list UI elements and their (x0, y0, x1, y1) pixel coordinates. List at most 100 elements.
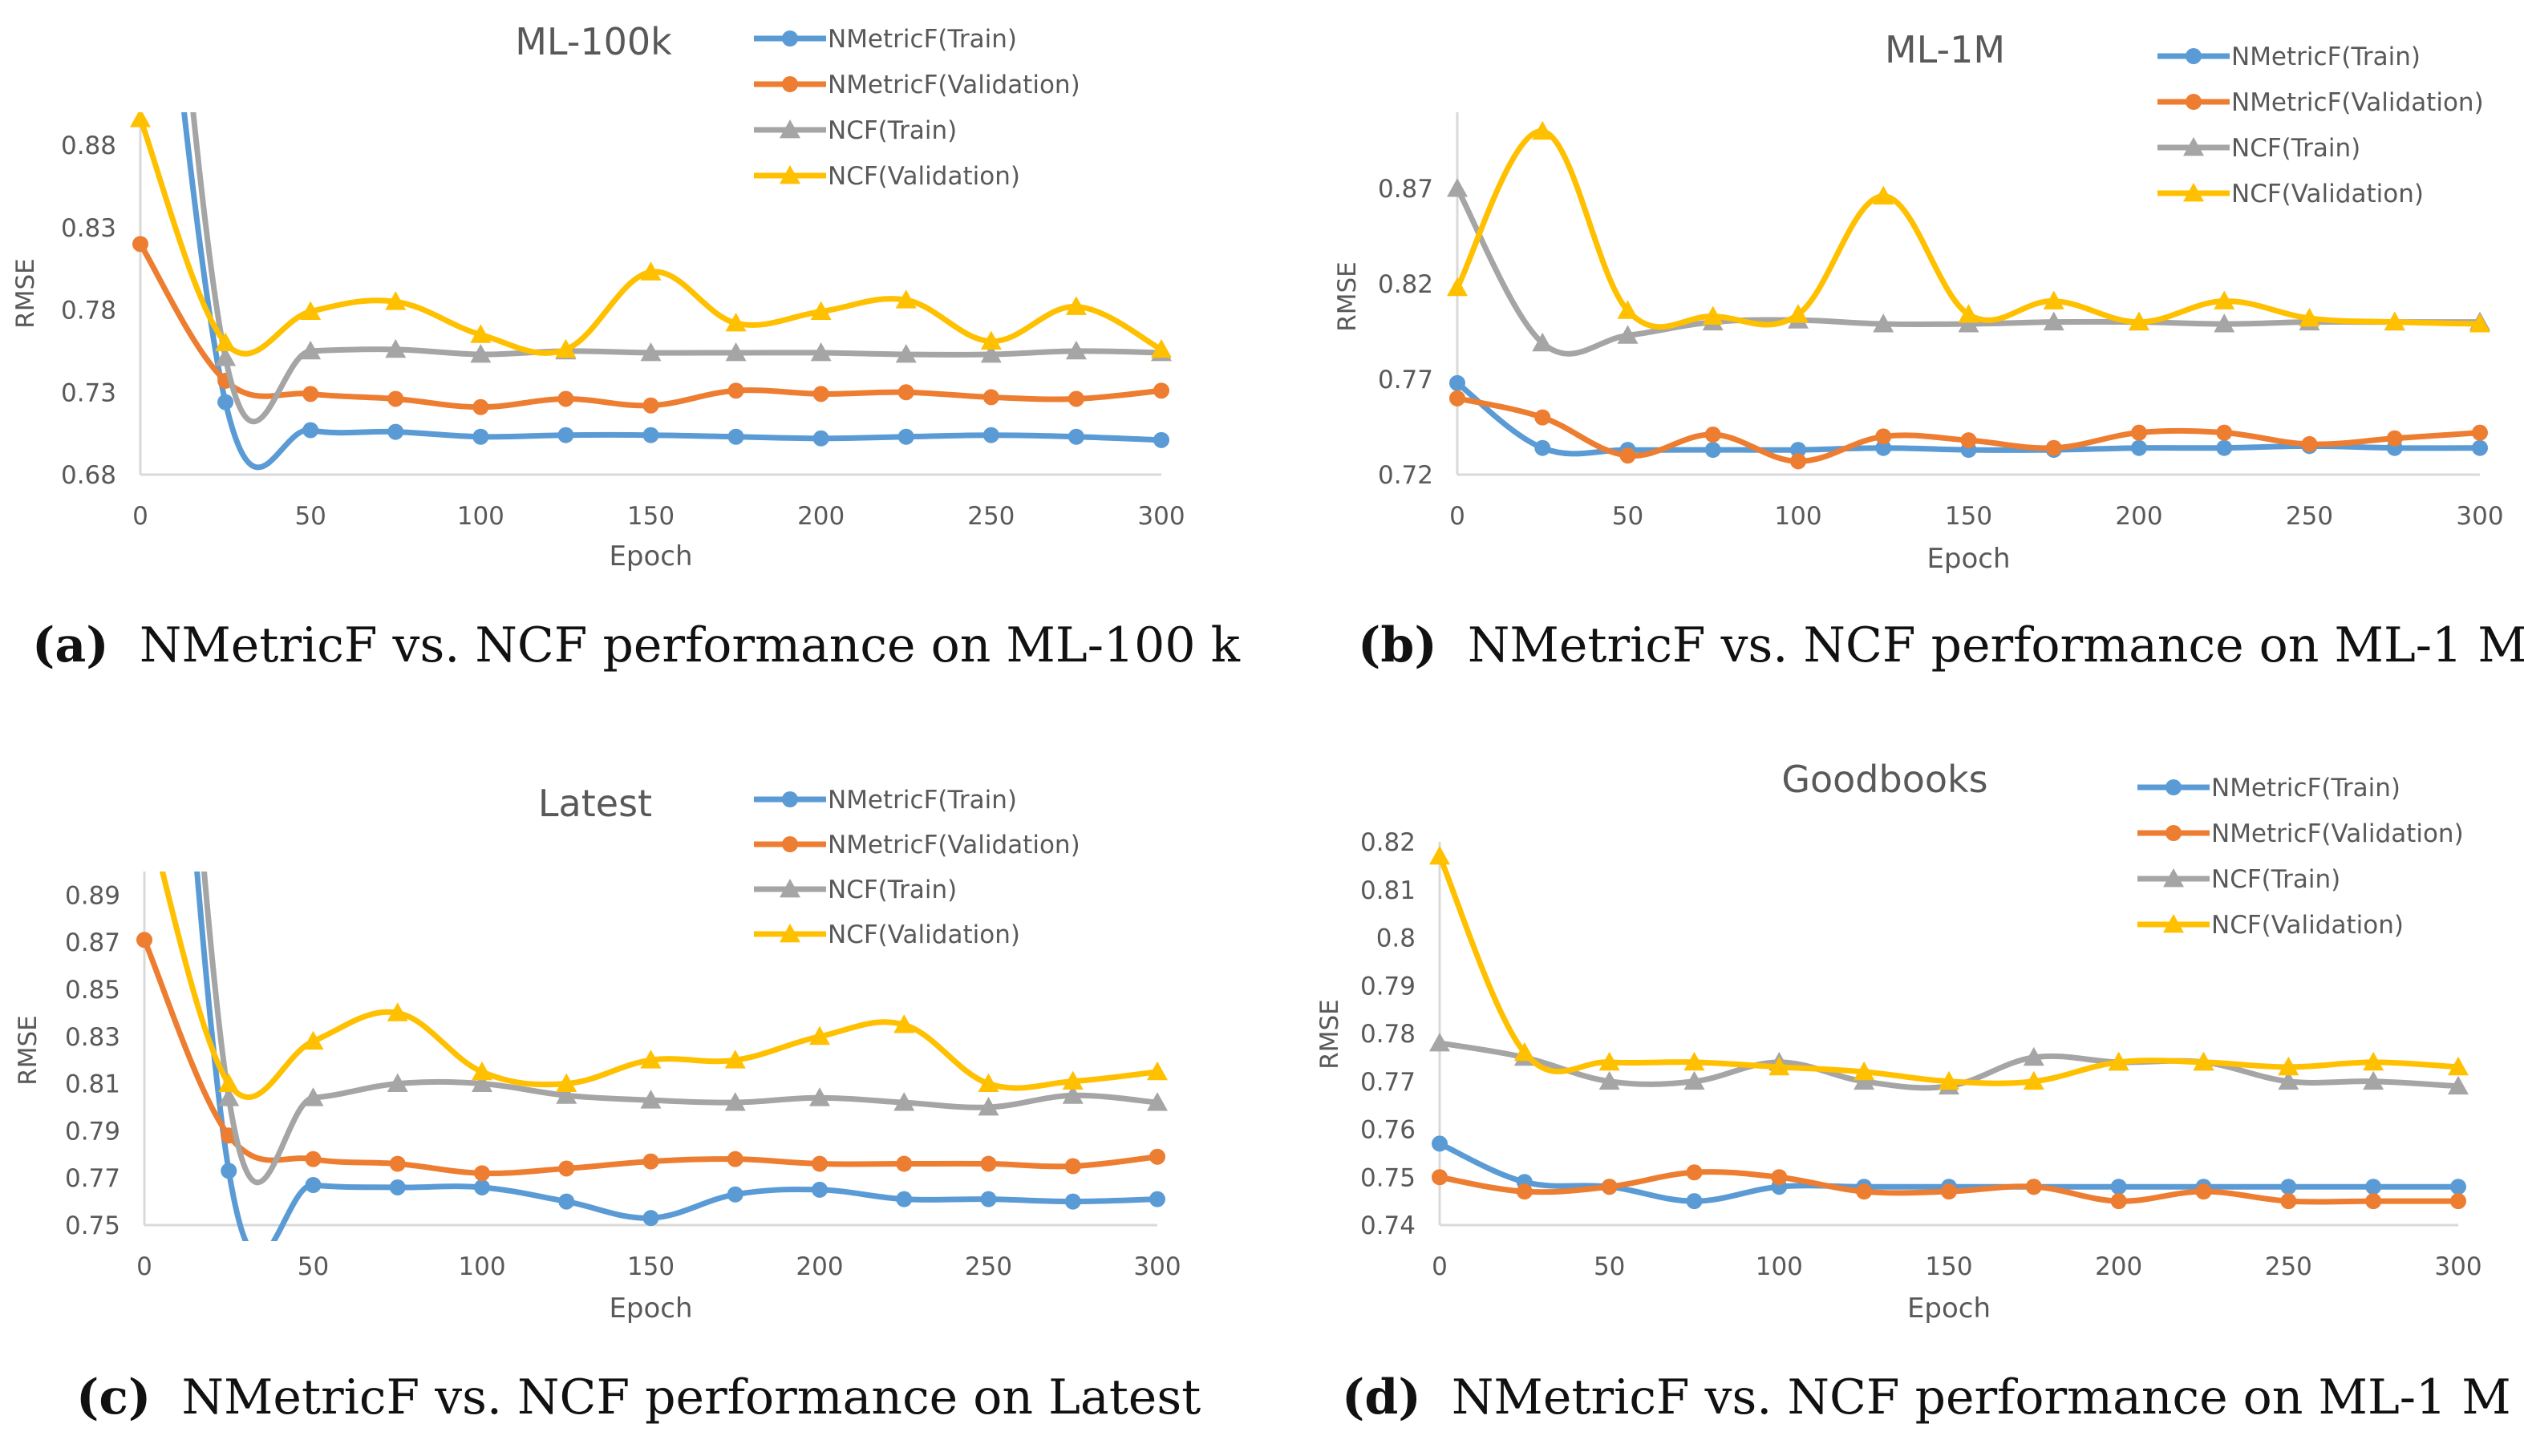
data-point (1601, 1179, 1618, 1195)
legend-label: NCF(Train) (828, 876, 957, 904)
legend-label: NMetricF(Train) (828, 786, 1017, 815)
chart-3: Latest 0.75 0.77 0.79 0.81 0.83 0.85 0.87 0.89 0 5… (14, 782, 1181, 1325)
y-tick-label: 0.85 (65, 976, 120, 1005)
data-point (1068, 390, 1084, 407)
y-axis-label: RMSE (1333, 261, 1362, 332)
legend-label: NCF(Validation) (2231, 180, 2424, 208)
x-tick-label: 0 (1432, 1252, 1448, 1281)
data-point (812, 1155, 828, 1172)
series-line (201, 872, 1161, 1186)
data-point (1062, 1070, 1084, 1090)
caption-d-label: (d) (1342, 1369, 1421, 1426)
data-point (980, 1191, 997, 1207)
caption-c: (c) NMetricF vs. NCF performance on Late… (76, 1369, 1201, 1426)
data-point (727, 428, 744, 445)
x-tick-label: 200 (796, 1252, 843, 1281)
legend: NMetricF(Train) NMetricF(Validation) NCF(T… (2157, 42, 2484, 208)
data-point (1064, 1158, 1081, 1175)
x-tick-label: 150 (627, 1252, 675, 1281)
data-point (221, 1163, 237, 1179)
data-point (1447, 277, 1468, 297)
series-layer (136, 872, 1168, 1241)
data-point (218, 1073, 240, 1092)
data-point (893, 1014, 915, 1033)
data-point (642, 1210, 659, 1227)
data-point (1873, 185, 1894, 205)
x-axis-label: Epoch (1907, 1292, 1991, 1325)
data-point (1941, 1183, 1957, 1200)
chart-title: Goodbooks (1781, 758, 1987, 801)
y-tick-label: 0.74 (1360, 1211, 1416, 1240)
data-point (2469, 313, 2490, 333)
data-point (217, 394, 234, 411)
legend-marker (2183, 183, 2204, 202)
legend-label: NMetricF(Validation) (828, 71, 1080, 99)
chart-title: Latest (538, 782, 652, 825)
data-point (2363, 1051, 2384, 1071)
data-point (810, 301, 832, 320)
data-point (727, 1186, 743, 1203)
data-point (640, 1090, 662, 1109)
chart-4: Goodbooks 0.74 0.75 0.76 0.77 0.78 0.79 0.8 0.81… (1315, 758, 2482, 1325)
data-point (305, 1151, 322, 1167)
data-point (897, 384, 914, 401)
data-point (2472, 439, 2488, 456)
data-point (2363, 1070, 2384, 1090)
data-point (2045, 439, 2062, 456)
data-point (1532, 120, 1554, 140)
caption-a: (a) NMetricF vs. NCF performance on ML-1… (32, 617, 1240, 673)
legend-marker (2165, 779, 2182, 795)
legend-marker (2186, 48, 2202, 64)
data-point (1788, 304, 1809, 323)
data-point (558, 1193, 575, 1210)
data-point (2450, 1179, 2466, 1195)
data-point (642, 427, 659, 443)
data-point (1534, 439, 1551, 456)
data-point (1790, 453, 1806, 470)
data-point (2216, 424, 2233, 441)
data-point (389, 1155, 406, 1172)
y-tick-label: 0.77 (1360, 1068, 1416, 1097)
data-point (1532, 332, 1554, 352)
data-point (2023, 1046, 2044, 1066)
data-point (1686, 1193, 1703, 1210)
data-point (1449, 390, 1465, 406)
legend-marker (780, 879, 800, 898)
x-tick-label: 200 (2115, 502, 2162, 531)
data-point (2450, 1193, 2466, 1210)
data-point (300, 301, 322, 320)
data-point (1534, 409, 1551, 426)
data-point (895, 289, 917, 309)
caption-d-text: NMetricF vs. NCF performance on ML-1 M (1451, 1369, 2511, 1426)
data-point (1790, 442, 1806, 459)
legend-label: NCF(Validation) (2211, 911, 2404, 940)
data-point (1598, 1070, 1620, 1090)
data-point (302, 422, 319, 439)
caption-d: (d) NMetricF vs. NCF performance on ML-1… (1342, 1369, 2511, 1426)
legend-label: NMetricF(Validation) (2211, 819, 2464, 848)
data-point (2110, 1179, 2127, 1195)
data-point (2448, 1056, 2469, 1076)
data-point (1449, 374, 1465, 391)
data-point (472, 1061, 492, 1081)
data-point (810, 342, 832, 362)
y-tick-label: 0.83 (61, 214, 116, 243)
data-point (1153, 382, 1169, 399)
y-tick-label: 0.72 (1378, 461, 1433, 490)
data-point (809, 1025, 830, 1045)
data-point (2131, 439, 2147, 456)
data-point (557, 427, 574, 443)
x-tick-label: 50 (1612, 502, 1643, 531)
data-point (2280, 1193, 2297, 1210)
data-point (1958, 304, 1979, 323)
legend-label: NCF(Train) (2231, 134, 2360, 163)
data-point (1856, 1183, 1873, 1200)
x-tick-label: 100 (1774, 502, 1821, 531)
x-tick-label: 300 (2434, 1252, 2481, 1281)
x-tick-label: 150 (1945, 502, 1992, 531)
data-point (1447, 178, 1468, 197)
data-point (895, 344, 917, 363)
y-tick-label: 0.77 (65, 1164, 120, 1193)
